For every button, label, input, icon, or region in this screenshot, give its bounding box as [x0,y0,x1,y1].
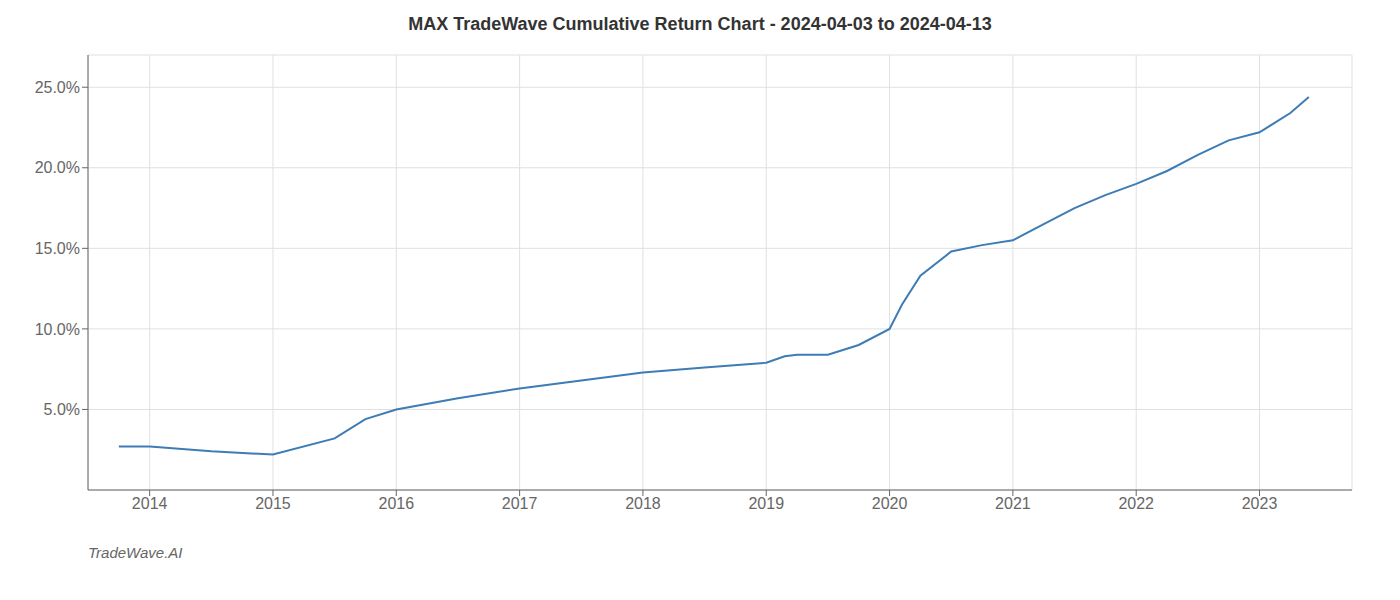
html-text:MAX TradeWave Cumulative Retur: MAX TradeWave Cumulative Return Chart - … [408,14,992,34]
svg-text:25.0%: 25.0% [35,79,80,96]
svg-text:2020: 2020 [872,495,908,512]
svg-text:2014: 2014 [132,495,168,512]
svg-text:20.0%: 20.0% [35,159,80,176]
svg-text:2017: 2017 [502,495,538,512]
svg-text:2021: 2021 [995,495,1031,512]
svg-text:2023: 2023 [1242,495,1278,512]
svg-text:15.0%: 15.0% [35,240,80,257]
svg-text:2019: 2019 [748,495,784,512]
svg-text:2018: 2018 [625,495,661,512]
html-text:TradeWave.AI: TradeWave.AI [88,544,183,561]
svg-text:5.0%: 5.0% [44,401,80,418]
svg-text:2015: 2015 [255,495,291,512]
svg-text:2016: 2016 [378,495,414,512]
svg-text:10.0%: 10.0% [35,321,80,338]
svg-text:2022: 2022 [1118,495,1154,512]
